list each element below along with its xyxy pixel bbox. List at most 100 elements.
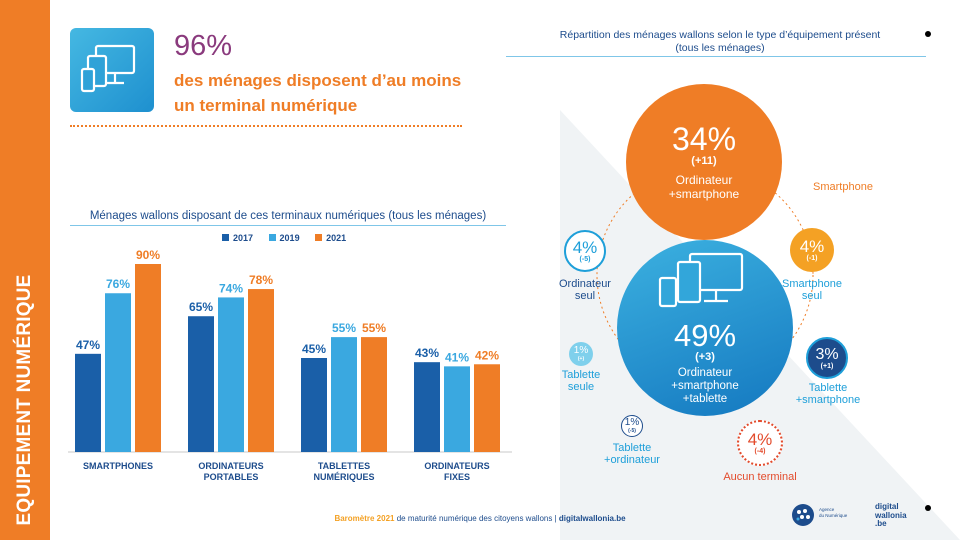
bubble-label-line3: +tablette xyxy=(682,393,728,405)
label-line2: seul xyxy=(801,290,823,302)
bubble-percent: 3% xyxy=(815,345,839,363)
bar-2019-3 xyxy=(444,366,470,452)
bar-chart-title: Ménages wallons disposant de ces termina… xyxy=(70,210,506,226)
bar-value-label: 42% xyxy=(475,348,499,362)
dw-line1: digital xyxy=(875,502,899,511)
bubble-label-smartphone-seul: Smartphone seul xyxy=(774,278,850,302)
bar-2019-1 xyxy=(218,297,244,452)
bubble-percent: 34% xyxy=(671,121,737,157)
bar-2021-2 xyxy=(361,337,387,452)
footer-barometre: Baromètre 2021 xyxy=(334,514,395,523)
bar-value-label: 55% xyxy=(332,321,356,335)
bar-value-label: 45% xyxy=(302,342,326,356)
bubble-ordinateur-seul: 4% (-5) xyxy=(564,230,606,272)
label-line1: Tablette xyxy=(612,442,652,454)
right-title-line1: Répartition des ménages wallons selon le… xyxy=(559,29,881,41)
footer: Baromètre 2021 de maturité numérique des… xyxy=(200,514,760,523)
bubble-smartphone-seul: 4% (-1) xyxy=(790,228,834,272)
category-label: FIXES xyxy=(444,472,470,482)
sidebar: EQUIPEMENT NUMÉRIQUE xyxy=(0,0,50,540)
bubble-label-ordinateur-seul: Ordinateur seul xyxy=(548,278,622,302)
bubble-percent: 4% xyxy=(747,430,773,449)
bubble-label-tablette-ordinateur: Tablette +ordinateur xyxy=(594,442,670,466)
bubble-ordinateur-smartphone: 34% (+11) Ordinateur +smartphone xyxy=(626,84,782,240)
legend-item-2021: 2021 xyxy=(315,233,346,243)
label-line2: +ordinateur xyxy=(604,454,660,466)
bubble-tablette-smartphone: 3% (+1) xyxy=(806,337,848,379)
label-line2: seule xyxy=(567,381,595,393)
bubble-change: (+) xyxy=(577,356,585,362)
bar-2021-0 xyxy=(135,264,161,452)
category-label: NUMÉRIQUES xyxy=(313,472,374,482)
category-label: TABLETTES xyxy=(318,461,370,471)
agency-line2: du Numérique xyxy=(819,512,848,518)
bubble-tablette-ordinateur: 1% (-5) xyxy=(621,415,643,437)
category-label: ORDINATEURS xyxy=(198,461,263,471)
bubble-change: (-1) xyxy=(806,255,818,262)
bar-2017-0 xyxy=(75,353,101,452)
bubble-label-line2: +smartphone xyxy=(671,380,739,392)
bar-chart: 47% 76% 90% SMARTPHONES 65% 74% 78% ORDINATEURS… xyxy=(68,248,512,482)
bar-2021-1 xyxy=(248,289,274,452)
footer-site-link[interactable]: digitalwallonia.be xyxy=(558,514,626,523)
smartphone-ring-label: Smartphone xyxy=(813,181,873,193)
bubble-change: (-5) xyxy=(628,428,636,434)
label-line1: Smartphone xyxy=(782,278,842,290)
label-line1: Tablette xyxy=(561,369,601,381)
bubble-label-aucun-terminal: Aucun terminal xyxy=(712,471,808,483)
right-title: Répartition des ménages wallons selon le… xyxy=(520,29,920,55)
legend-item-2017: 2017 xyxy=(222,233,253,243)
right-title-rule xyxy=(506,56,926,57)
marker-dot-top xyxy=(925,31,931,37)
bubble-change: (+11) xyxy=(691,155,717,167)
bar-2021-3 xyxy=(474,364,500,452)
bar-2017-1 xyxy=(188,316,214,452)
dw-line3: .be xyxy=(875,519,887,528)
bar-value-label: 90% xyxy=(136,248,160,262)
bubble-percent: 1% xyxy=(624,417,640,428)
bubble-percent: 49% xyxy=(673,318,737,353)
bubble-label-tablette-seule: Tablette seule xyxy=(544,369,618,393)
bubble-change: (+3) xyxy=(695,351,715,363)
label-line1: Tablette xyxy=(808,382,848,394)
label-line1: Ordinateur xyxy=(559,278,611,290)
bubble-label-line2: +smartphone xyxy=(668,187,740,201)
bar-2019-2 xyxy=(331,337,357,452)
bar-value-label: 76% xyxy=(106,277,130,291)
agency-logo xyxy=(792,504,814,526)
label-line2: seul xyxy=(574,290,596,302)
bubble-tablette-seule: 1% (+) xyxy=(569,342,593,366)
agency-line1: Agence xyxy=(819,507,835,512)
bar-2017-3 xyxy=(414,362,440,452)
bubble-percent: 1% xyxy=(573,345,589,356)
chart-legend: 2017 2019 2021 xyxy=(222,233,359,243)
bar-2019-0 xyxy=(105,293,131,452)
bar-value-label: 55% xyxy=(362,321,386,335)
bar-value-label: 43% xyxy=(415,346,439,360)
hero-divider xyxy=(70,125,462,127)
category-label: PORTABLES xyxy=(204,472,259,482)
bubble-change: (-4) xyxy=(754,448,766,455)
smartphone-ring xyxy=(596,166,814,384)
bubble-change: (-5) xyxy=(579,256,591,263)
legend-label-2017: 2017 xyxy=(233,233,254,243)
label-line2: +smartphone xyxy=(795,394,861,406)
sidebar-label: EQUIPEMENT NUMÉRIQUE xyxy=(14,274,35,526)
footer-text: de maturité numérique des citoyens wallo… xyxy=(394,514,559,523)
bar-value-label: 47% xyxy=(76,338,100,352)
legend-item-2019: 2019 xyxy=(268,233,300,243)
category-label: SMARTPHONES xyxy=(83,461,153,471)
bubble-change: (+1) xyxy=(820,362,834,370)
category-label: ORDINATEURS xyxy=(424,461,489,471)
bar-2017-2 xyxy=(301,358,327,452)
devices-icon xyxy=(658,252,744,308)
dw-line2: wallonia xyxy=(875,510,907,520)
bubble-all-three: 49% (+3) Ordinateur +smartphone +tablett… xyxy=(617,240,793,416)
right-title-line2: (tous les ménages) xyxy=(675,42,765,54)
agency-logo-text: Agence du Numérique xyxy=(819,507,859,518)
bar-value-label: 78% xyxy=(249,273,273,287)
marker-dot-bottom xyxy=(925,505,931,511)
bubble-percent: 4% xyxy=(572,238,598,257)
digital-wallonia-logo: digital wallonia .be xyxy=(875,502,907,529)
hero-percent: 96% xyxy=(174,30,233,62)
